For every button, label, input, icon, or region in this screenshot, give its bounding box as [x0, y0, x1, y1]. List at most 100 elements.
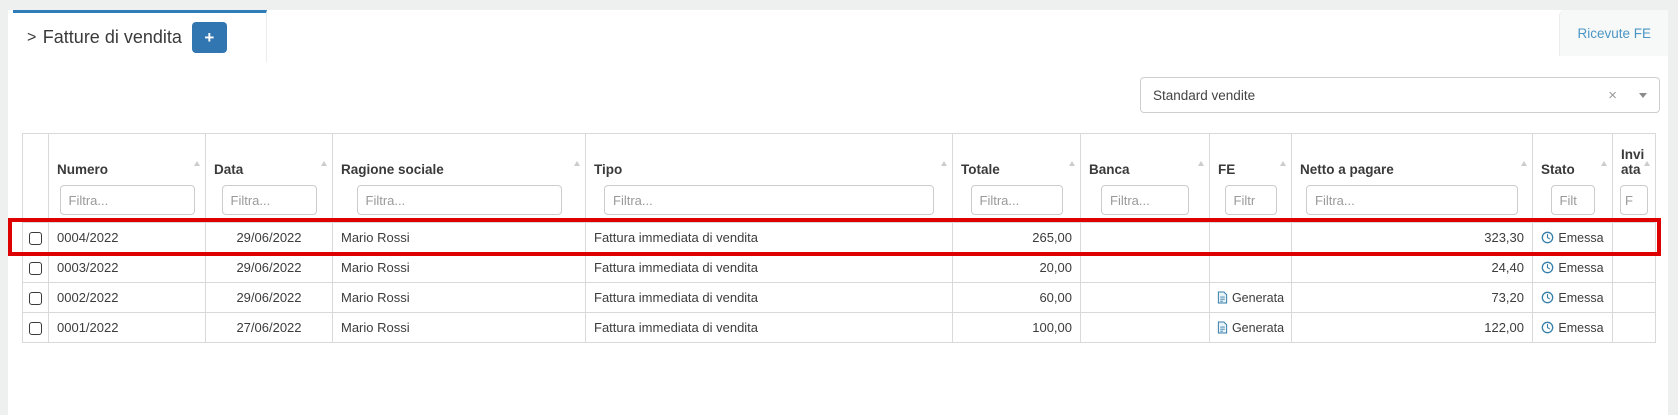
clock-icon — [1542, 321, 1554, 334]
row-checkbox[interactable] — [29, 232, 42, 246]
column-label: Banca — [1089, 162, 1130, 178]
column-label: FE — [1218, 162, 1236, 178]
table-row[interactable]: 0001/2022 27/06/2022 Mario Rossi Fattura im… — [22, 312, 1656, 343]
fe-status-label: Generata — [1231, 321, 1285, 335]
cell-data: 27/06/2022 — [205, 312, 333, 343]
cell-netto_a_pagare: 73,20 — [1291, 282, 1533, 313]
cell-tipo: Fattura immediata di vendita — [585, 312, 953, 343]
document-icon — [1217, 291, 1228, 304]
cell-numero: 0002/2022 — [48, 282, 206, 313]
table-row[interactable]: 0003/2022 29/06/2022 Mario Rossi Fattura im… — [22, 252, 1656, 283]
cell-banca — [1080, 282, 1210, 313]
sort-icon[interactable] — [1521, 161, 1527, 166]
status-label: Emessa — [1558, 291, 1604, 305]
tab-ricevute-fe[interactable]: Ricevute FE — [1559, 10, 1668, 56]
cell-data: 29/06/2022 — [205, 252, 333, 283]
filter-input-ragione-sociale[interactable] — [356, 185, 562, 215]
cell-tipo: Fattura immediata di vendita — [585, 282, 953, 313]
row-checkbox[interactable] — [29, 292, 42, 306]
sort-icon[interactable] — [574, 161, 580, 166]
filter-input-fe[interactable] — [1224, 185, 1277, 215]
sort-icon[interactable] — [941, 161, 947, 166]
cell-tipo: Fattura immediata di vendita — [585, 252, 953, 283]
fe-status-label: Generata — [1231, 291, 1285, 305]
column-label: Ragione sociale — [341, 162, 444, 178]
status-label: Emessa — [1558, 321, 1604, 335]
cell-tipo: Fattura immediata di vendita — [585, 222, 953, 253]
cell-netto_a_pagare: 24,40 — [1291, 252, 1533, 283]
row-checkbox[interactable] — [29, 322, 42, 336]
tab-fatture-di-vendita[interactable]: > Fatture di vendita + — [13, 10, 267, 62]
cell-stato: Emessa — [1532, 222, 1613, 253]
clear-selection-icon[interactable]: × — [1608, 86, 1617, 104]
header-banca[interactable]: Banca — [1080, 133, 1210, 223]
cell-fe — [1209, 252, 1292, 283]
cell-ragione_sociale: Mario Rossi — [332, 222, 586, 253]
view-selector-dropdown[interactable]: Standard vendite × — [1140, 77, 1660, 113]
header-numero[interactable]: Numero — [48, 133, 206, 223]
cell-stato: Emessa — [1532, 252, 1613, 283]
sort-icon[interactable] — [321, 161, 327, 166]
header-stato[interactable]: Stato — [1532, 133, 1613, 223]
filter-input-stato[interactable] — [1550, 185, 1595, 215]
filter-input-inviata[interactable] — [1620, 185, 1648, 215]
ricevute-fe-link[interactable]: Ricevute FE — [1577, 25, 1651, 41]
content-panel: > Fatture di vendita + Ricevute FE Stand… — [8, 10, 1668, 415]
header-tipo[interactable]: Tipo — [585, 133, 953, 223]
header-totale[interactable]: Totale — [952, 133, 1081, 223]
row-checkbox[interactable] — [29, 262, 42, 276]
sort-icon[interactable] — [1280, 161, 1286, 166]
sort-icon[interactable] — [1198, 161, 1204, 166]
cell-netto_a_pagare: 122,00 — [1291, 312, 1533, 343]
cell-ragione_sociale: Mario Rossi — [332, 282, 586, 313]
header-netto-a-pagare[interactable]: Netto a pagare — [1291, 133, 1533, 223]
view-selector-value: Standard vendite — [1153, 87, 1256, 103]
sort-icon[interactable] — [194, 161, 200, 166]
cell-fe: Generata — [1209, 282, 1292, 313]
cell-data: 29/06/2022 — [205, 222, 333, 253]
tab-title: Fatture di vendita — [42, 27, 182, 47]
cell-inviata — [1612, 222, 1656, 253]
add-invoice-button[interactable]: + — [191, 22, 227, 53]
filter-input-data[interactable] — [221, 185, 317, 215]
cell-netto_a_pagare: 323,30 — [1291, 222, 1533, 253]
status-label: Emessa — [1558, 261, 1604, 275]
header-select — [22, 133, 49, 223]
cell-fe — [1209, 222, 1292, 253]
cell-inviata — [1612, 312, 1656, 343]
cell-totale: 60,00 — [952, 282, 1081, 313]
header-inviata[interactable]: Inviata — [1612, 133, 1656, 223]
cell-select — [22, 222, 49, 253]
table-row[interactable]: 0004/2022 29/06/2022 Mario Rossi Fattura im… — [22, 222, 1656, 253]
cell-numero: 0004/2022 — [48, 222, 206, 253]
filter-input-numero[interactable] — [59, 185, 195, 215]
header-ragione-sociale[interactable]: Ragione sociale — [332, 133, 586, 223]
cell-select — [22, 312, 49, 343]
filter-input-totale[interactable] — [970, 185, 1063, 215]
cell-totale: 20,00 — [952, 252, 1081, 283]
document-icon — [1217, 321, 1228, 334]
cell-fe: Generata — [1209, 312, 1292, 343]
filter-input-tipo[interactable] — [604, 185, 934, 215]
breadcrumb-chevron: > — [27, 28, 37, 46]
header-fe[interactable]: FE — [1209, 133, 1292, 223]
cell-ragione_sociale: Mario Rossi — [332, 252, 586, 283]
cell-ragione_sociale: Mario Rossi — [332, 312, 586, 343]
cell-banca — [1080, 222, 1210, 253]
column-label: Totale — [961, 162, 1000, 178]
header-data[interactable]: Data — [205, 133, 333, 223]
clock-icon — [1542, 261, 1554, 274]
table-row[interactable]: 0002/2022 29/06/2022 Mario Rossi Fattura im… — [22, 282, 1656, 313]
page-title: > Fatture di vendita — [27, 27, 182, 48]
cell-select — [22, 282, 49, 313]
sort-icon[interactable] — [1601, 161, 1607, 166]
cell-numero: 0001/2022 — [48, 312, 206, 343]
sort-icon[interactable] — [1069, 161, 1075, 166]
sort-icon[interactable] — [1644, 161, 1650, 166]
chevron-down-icon[interactable] — [1639, 92, 1647, 98]
filter-input-banca[interactable] — [1101, 185, 1189, 215]
filter-input-netto-a-pagare[interactable] — [1306, 185, 1518, 215]
cell-select — [22, 252, 49, 283]
cell-data: 29/06/2022 — [205, 282, 333, 313]
